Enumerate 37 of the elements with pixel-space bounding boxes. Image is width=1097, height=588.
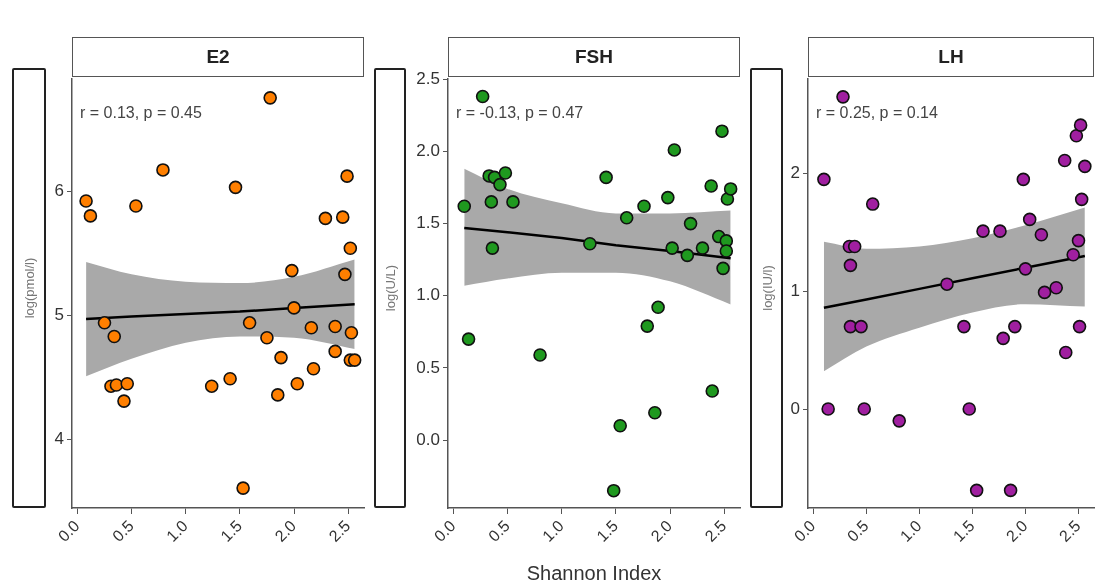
x-axis-title: Shannon Index	[526, 562, 662, 585]
x-tick-label: 0.5	[843, 516, 872, 545]
x-tick-label: 2.5	[325, 516, 354, 545]
chart-title: E2	[72, 37, 364, 77]
y-tick-label: 1.5	[416, 213, 440, 233]
chart-title: LH	[808, 37, 1094, 77]
x-tick-label: 1.0	[539, 516, 568, 545]
x-tick-label: 2.0	[271, 516, 300, 545]
y-tick-label: 0.5	[416, 357, 440, 377]
y-tick-label: 2.5	[416, 68, 440, 88]
annotation: r = -0.13, p = 0.47	[456, 103, 584, 121]
y-axis-title: log(IU/l)	[759, 265, 774, 311]
x-tick-label: 0.5	[485, 516, 513, 545]
x-tick-label: 1.5	[949, 516, 978, 545]
y-axis-title: log(U/L)	[382, 264, 398, 312]
x-tick-label: 2.5	[1055, 516, 1084, 545]
chart-title: FSH	[448, 37, 740, 77]
x-tick-label: 1.5	[593, 516, 622, 545]
annotation: r = 0.25, p = 0.14	[816, 103, 938, 121]
y-axis-title: log(pmol/l)	[21, 257, 37, 319]
x-tick-label: 1.5	[217, 516, 246, 545]
y-tick-label: 1.0	[416, 285, 440, 305]
x-tick-label: 0.5	[109, 516, 137, 545]
y-tick-label: 0	[790, 398, 800, 418]
y-tick-label: 2.0	[416, 141, 440, 161]
x-tick-label: 1.0	[163, 516, 192, 545]
y-tick-label: 2	[790, 163, 800, 183]
y-tick-label: 5	[54, 305, 64, 325]
x-tick-label: 1.0	[896, 516, 925, 545]
x-tick-label: 2.0	[1002, 516, 1031, 545]
y-tick-label: 4	[54, 429, 64, 449]
x-tick-label: 2.0	[647, 516, 676, 545]
annotation: r = 0.13, p = 0.45	[80, 103, 202, 121]
x-tick-label: 2.5	[701, 516, 730, 545]
y-tick-label: 6	[54, 180, 64, 200]
y-tick-label: 0.0	[416, 429, 440, 449]
y-tick-label: 1	[790, 280, 800, 300]
